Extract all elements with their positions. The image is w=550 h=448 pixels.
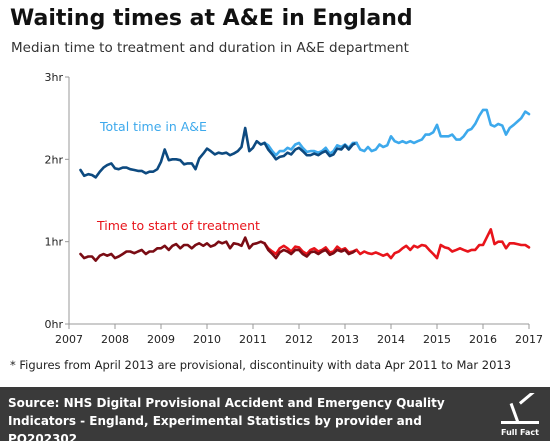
total-time-line-light — [355, 108, 531, 153]
chart-title: Waiting times at A&E in England — [10, 6, 413, 31]
footnote: * Figures from April 2013 are provisiona… — [10, 358, 512, 372]
x-tick-label: 2007 — [55, 333, 83, 346]
y-tick-label: 3hr — [45, 71, 64, 84]
treatment-time-line-dark — [263, 242, 358, 260]
treatment-time-line-dark — [79, 236, 266, 262]
treatment-time-line-light — [263, 242, 358, 256]
total-time-line-light — [263, 141, 358, 157]
total-time-line-dark — [263, 141, 358, 161]
x-tick-label: 2017 — [515, 333, 543, 346]
full-fact-logo: Full Fact — [497, 388, 543, 437]
y-tick-label: 0hr — [45, 318, 64, 331]
x-tick-label: 2011 — [239, 333, 267, 346]
treatment-time-annotation: Time to start of treatment — [96, 218, 260, 233]
x-tick-label: 2012 — [285, 333, 313, 346]
source-body: NHS Digital Provisional Accident and Eme… — [8, 396, 445, 446]
line-chart: 0hr 1hr 2hr 3hr 2007 2008 2009 2010 2011 2012 2013… — [45, 71, 544, 346]
x-tick-label: 2014 — [377, 333, 405, 346]
source-bar: Source: NHS Digital Provisional Accident… — [0, 387, 550, 446]
logo-text: Full Fact — [501, 428, 539, 437]
chart-subtitle: Median time to treatment and duration in… — [11, 40, 409, 56]
treatment-time-line-light — [355, 228, 531, 260]
total-time-line-dark — [79, 126, 266, 179]
x-tick-label: 2010 — [193, 333, 221, 346]
x-tick-label: 2013 — [331, 333, 359, 346]
x-tick-label: 2008 — [101, 333, 129, 346]
x-tick-label: 2016 — [469, 333, 497, 346]
source-text: Source: NHS Digital Provisional Accident… — [8, 394, 478, 448]
x-tick-label: 2009 — [147, 333, 175, 346]
y-tick-label: 2hr — [45, 153, 64, 166]
y-tick-label: 1hr — [45, 236, 64, 249]
source-label: Source: — [8, 396, 60, 410]
full-fact-logo-icon — [501, 388, 539, 424]
x-tick-label: 2015 — [423, 333, 451, 346]
total-time-annotation: Total time in A&E — [99, 119, 207, 134]
